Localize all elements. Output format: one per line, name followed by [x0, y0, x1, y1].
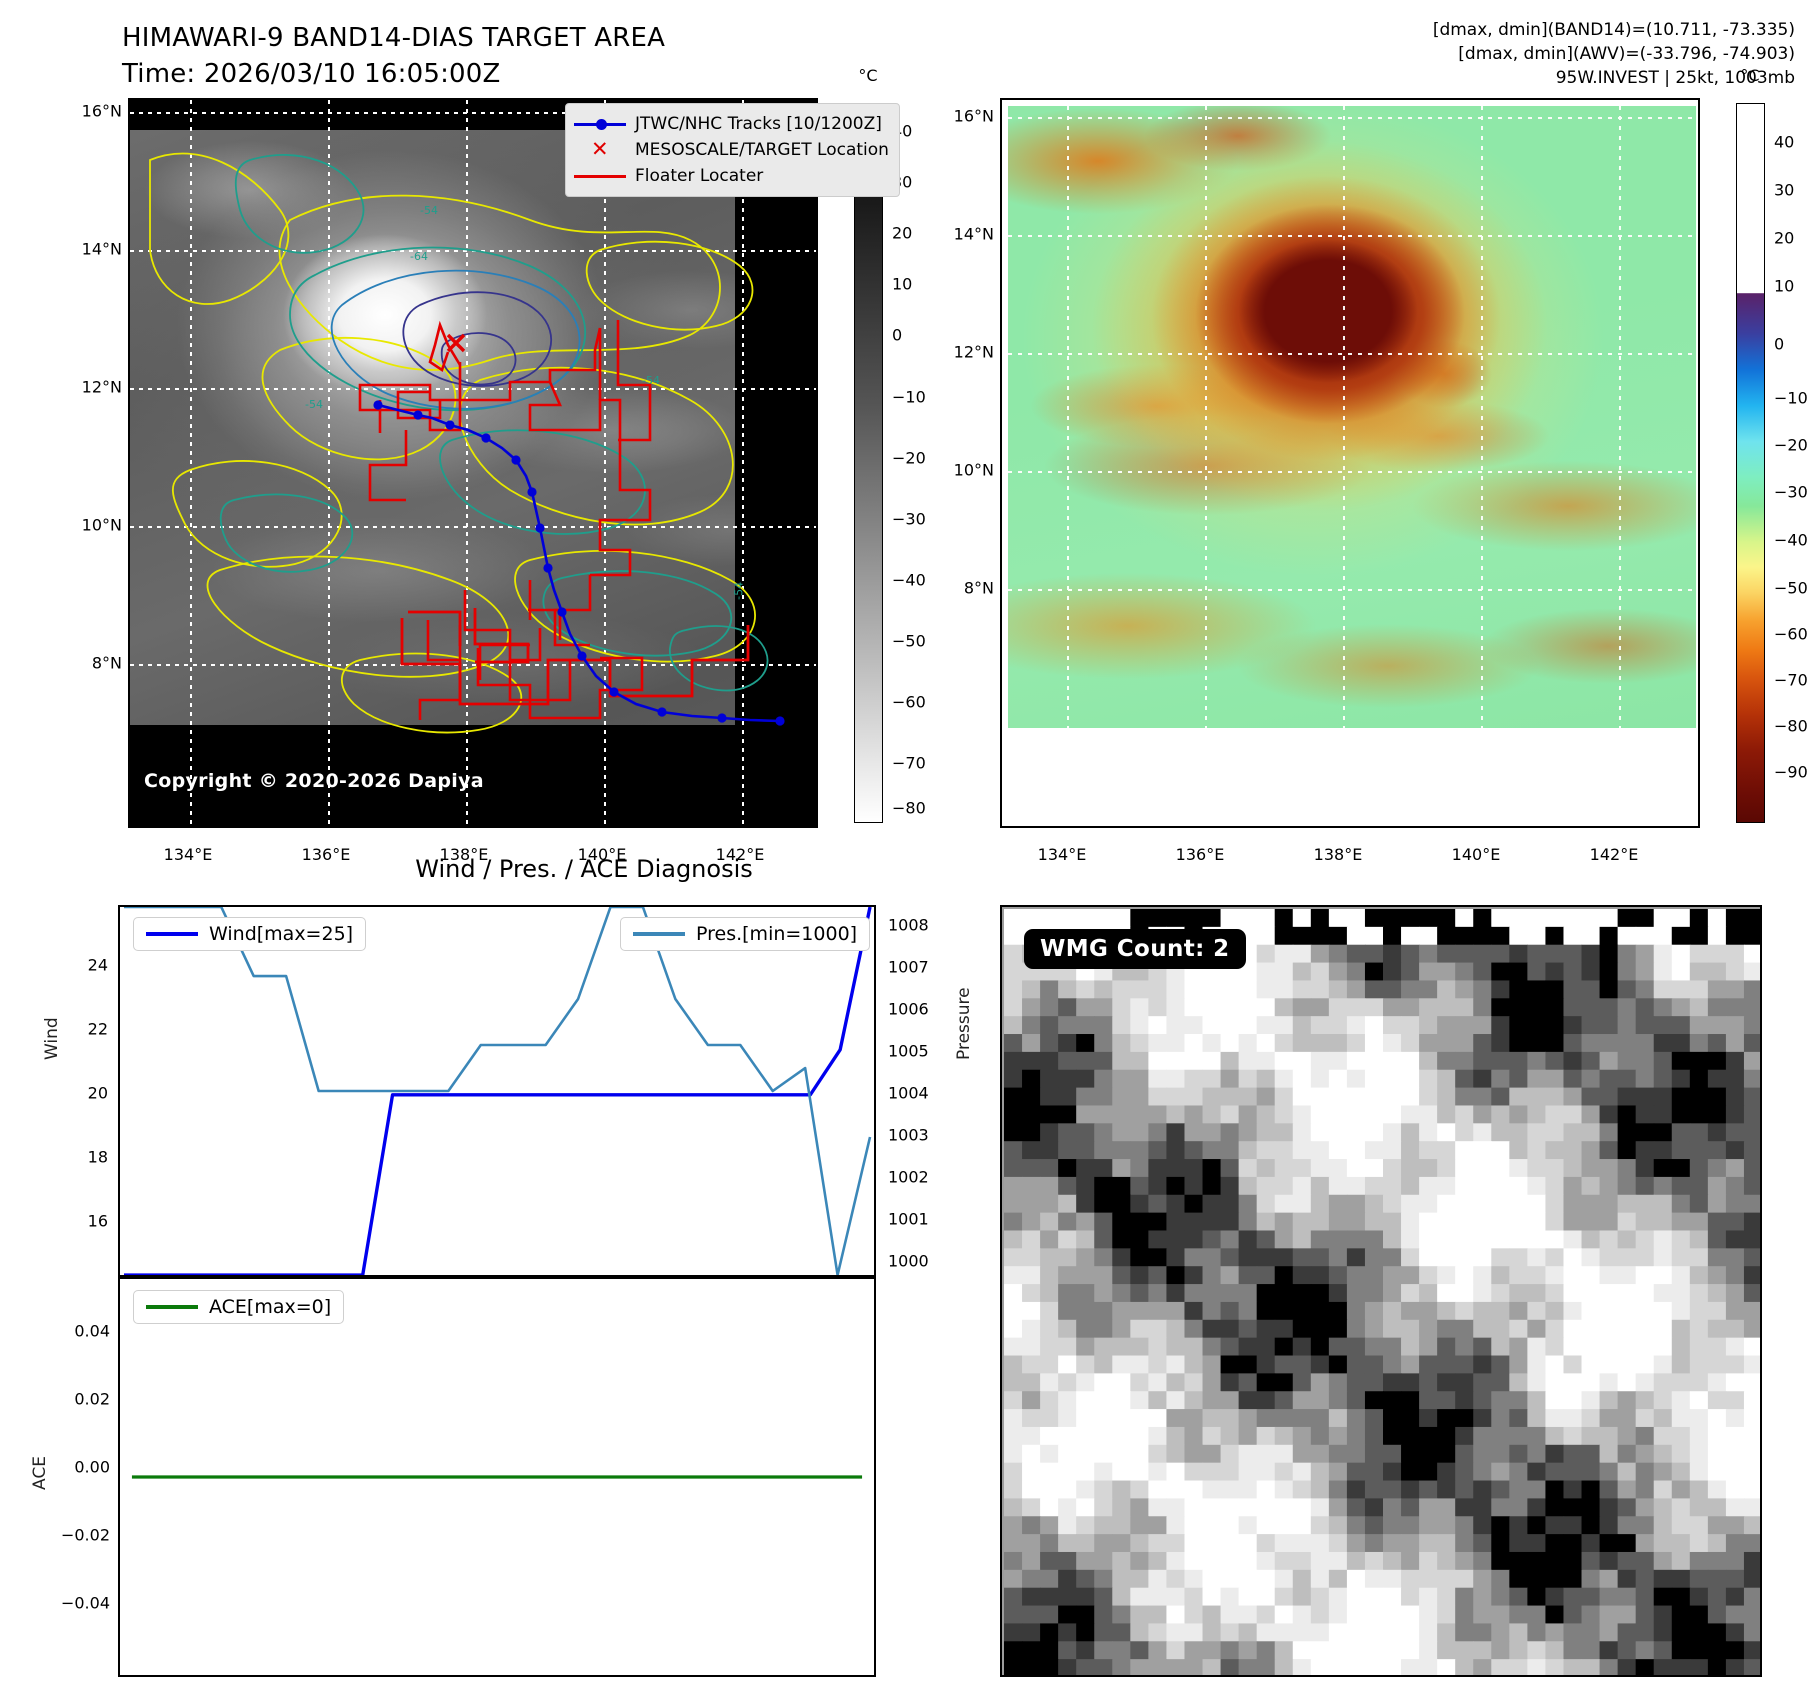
- wind-legend-line: [146, 932, 198, 936]
- storm-id-intensity: 95W.INVEST | 25kt, 1003mb: [1555, 68, 1795, 88]
- ace-legend-line: [146, 1305, 198, 1309]
- legend-label-mesoscale: MESOSCALE/TARGET Location: [635, 140, 889, 160]
- legend-label-floater: Floater Locater: [635, 166, 764, 186]
- ir-satellite-image: -54 -64 -54 -54 -54: [130, 100, 816, 826]
- wind-legend-label: Wind[max=25]: [209, 923, 354, 945]
- pressure-axis-label: Pressure: [954, 987, 974, 1060]
- jtwc-track-line: [377, 403, 781, 723]
- dmax-dmin-band14: [dmax, dmin](BAND14)=(10.711, -73.335): [1432, 20, 1795, 40]
- ace-chart[interactable]: [118, 1277, 876, 1677]
- svg-text:-64: -64: [410, 250, 428, 263]
- svg-text:-54: -54: [420, 204, 438, 217]
- panel1-colorbar: [854, 103, 883, 823]
- temperature-contours: -54 -64 -54 -54 -54: [149, 152, 769, 734]
- legend-item-jtwc: JTWC/NHC Tracks [10/1200Z]: [574, 111, 889, 137]
- pressure-legend-line: [633, 932, 685, 936]
- ace-legend-label: ACE[max=0]: [209, 1296, 332, 1318]
- svg-text:-54: -54: [305, 398, 323, 411]
- floater-line-icon: [574, 167, 626, 185]
- jtwc-track-icon: [574, 115, 626, 133]
- diagnosis-chart-title: Wind / Pres. / ACE Diagnosis: [415, 855, 753, 883]
- wmg-panel[interactable]: WMG Count: 2: [1000, 905, 1762, 1677]
- map-legend: JTWC/NHC Tracks [10/1200Z] ✕ MESOSCALE/T…: [565, 103, 900, 197]
- awv-graticule: [1008, 106, 1696, 728]
- pressure-legend: Pres.[min=1000]: [620, 917, 871, 951]
- panel2-colorbar-unit: °C: [1740, 66, 1760, 85]
- floater-locater-path: [358, 320, 652, 702]
- legend-item-mesoscale: ✕ MESOSCALE/TARGET Location: [574, 137, 889, 163]
- wmg-grayscale-image: [1004, 909, 1760, 1675]
- legend-item-floater: Floater Locater: [574, 163, 889, 189]
- header-stats: [dmax, dmin](BAND14)=(10.711, -73.335) […: [1433, 18, 1795, 90]
- wind-pressure-chart[interactable]: [118, 905, 876, 1277]
- wind-legend: Wind[max=25]: [133, 917, 367, 951]
- dmax-dmin-awv: [dmax, dmin](AWV)=(-33.796, -74.903): [1458, 44, 1795, 64]
- pressure-legend-label: Pres.[min=1000]: [696, 923, 858, 945]
- jtwc-track-points: [373, 400, 785, 726]
- copyright-text: Copyright © 2020-2026 Dapiya: [144, 770, 484, 792]
- legend-label-jtwc: JTWC/NHC Tracks [10/1200Z]: [635, 114, 882, 134]
- mesoscale-x-icon: ✕: [591, 137, 609, 161]
- panel2-colorbar: [1736, 103, 1765, 823]
- storm-tracks-overlay: [358, 320, 785, 726]
- title-line-2: Time: 2026/03/10 16:05:00Z: [122, 59, 501, 89]
- awv-satellite-panel[interactable]: [1000, 98, 1700, 828]
- title-line-1: HIMAWARI-9 BAND14-DIAS TARGET AREA: [122, 23, 666, 53]
- mesoscale-target-marker: [446, 333, 466, 353]
- svg-text:-54: -54: [732, 582, 746, 600]
- ace-plot: [131, 1475, 863, 1479]
- awv-satellite-image: [1008, 106, 1696, 728]
- ir-satellite-panel[interactable]: -54 -64 -54 -54 -54: [128, 98, 818, 828]
- ace-legend: ACE[max=0]: [133, 1290, 345, 1324]
- wmg-count-badge: WMG Count: 2: [1024, 929, 1246, 969]
- wind-pressure-plot: [123, 907, 872, 1275]
- page-title: HIMAWARI-9 BAND14-DIAS TARGET AREA Time:…: [122, 20, 882, 92]
- panel1-colorbar-unit: °C: [858, 66, 878, 85]
